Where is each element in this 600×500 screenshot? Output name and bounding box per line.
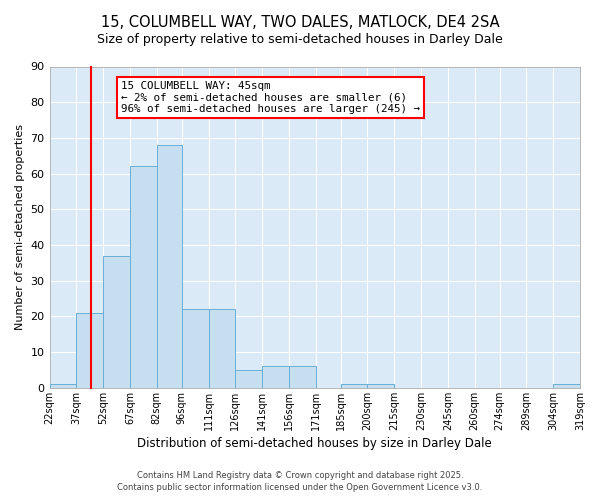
Bar <box>367 384 394 388</box>
Bar <box>209 310 235 388</box>
Bar <box>103 256 130 388</box>
Bar <box>289 366 316 388</box>
Bar <box>50 384 76 388</box>
Bar <box>341 384 367 388</box>
Text: 15, COLUMBELL WAY, TWO DALES, MATLOCK, DE4 2SA: 15, COLUMBELL WAY, TWO DALES, MATLOCK, D… <box>101 15 499 30</box>
Bar <box>235 370 262 388</box>
X-axis label: Distribution of semi-detached houses by size in Darley Dale: Distribution of semi-detached houses by … <box>137 437 492 450</box>
Text: Size of property relative to semi-detached houses in Darley Dale: Size of property relative to semi-detach… <box>97 32 503 46</box>
Text: Contains HM Land Registry data © Crown copyright and database right 2025.
Contai: Contains HM Land Registry data © Crown c… <box>118 471 482 492</box>
Y-axis label: Number of semi-detached properties: Number of semi-detached properties <box>15 124 25 330</box>
Bar <box>76 313 103 388</box>
Bar <box>157 145 182 388</box>
Bar <box>182 310 209 388</box>
Bar <box>262 366 289 388</box>
Text: 15 COLUMBELL WAY: 45sqm
← 2% of semi-detached houses are smaller (6)
96% of semi: 15 COLUMBELL WAY: 45sqm ← 2% of semi-det… <box>121 81 420 114</box>
Bar <box>553 384 580 388</box>
Bar <box>130 166 157 388</box>
